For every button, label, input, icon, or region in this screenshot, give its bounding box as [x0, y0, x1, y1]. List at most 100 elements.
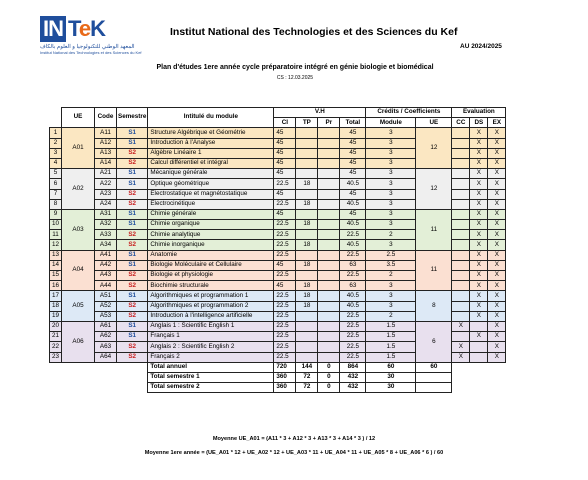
ci-cell: 22.5 — [273, 229, 297, 241]
cc-cell — [451, 249, 471, 261]
semestre-cell: S1 — [115, 290, 149, 302]
pr-cell — [317, 178, 341, 190]
row-number: 20 — [49, 320, 62, 333]
pr-cell — [317, 157, 341, 170]
module-title-cell: Algèbre Linéaire 1 — [147, 147, 275, 159]
semestre-cell: S2 — [115, 351, 149, 363]
pr-cell — [317, 259, 341, 272]
table-row: 1 A01 A11 S1 Structure Algébrique et Géométr… — [49, 127, 507, 170]
ue-credit-cell: 12 — [415, 168, 453, 210]
tp-cell: 18 — [295, 290, 319, 302]
blank-cell — [49, 382, 148, 393]
ds-cell: X — [469, 198, 489, 210]
ex-cell: X — [487, 341, 507, 353]
ds-cell: X — [469, 229, 489, 241]
ci-cell: 22.5 — [273, 239, 297, 251]
cc-cell — [451, 269, 471, 282]
total-cell: 45 — [339, 157, 367, 170]
tp-cell: 18 — [295, 239, 319, 251]
total-cell: 40.5 — [339, 219, 367, 231]
cs-date: CS : 12.03.2025 — [276, 75, 314, 81]
ci-cell: 45 — [273, 168, 297, 180]
module-title-cell: Biologie Moléculaire et Cellulaire — [147, 259, 275, 272]
header-row-1: UE Code Semestre Intitulé du module V.H … — [49, 106, 507, 129]
ds-cell: X — [469, 331, 489, 343]
row-number: 13 — [49, 249, 62, 261]
total-total: 432 — [339, 371, 367, 384]
code-cell: A34 — [94, 239, 117, 251]
total-cell: 22.5 — [339, 249, 367, 261]
module-title-cell: Introduction à l'intelligence artificiel… — [147, 310, 275, 322]
tp-cell — [295, 351, 319, 363]
row-number: 23 — [49, 351, 62, 363]
code-cell: A24 — [94, 198, 117, 210]
ci-cell: 45 — [273, 188, 297, 200]
semestre-cell: S2 — [115, 310, 149, 322]
tp-cell — [295, 320, 319, 333]
code-cell: A53 — [94, 310, 117, 322]
module-credit-cell: 3 — [365, 290, 417, 302]
table-row: 8 A24 S2 Electrocinétique 22.5 18 40.5 3 X X — [49, 198, 507, 210]
ex-cell: X — [487, 331, 507, 343]
module-title-cell: Français 2 — [147, 351, 275, 363]
cc-cell — [451, 147, 471, 159]
study-plan-table: UE Code Semestre Intitulé du module V.H … — [49, 106, 507, 394]
pr-cell — [317, 127, 341, 139]
ci-cell: 22.5 — [273, 351, 297, 363]
module-credit-cell: 3 — [365, 239, 417, 251]
module-credit-cell: 3 — [365, 188, 417, 200]
semestre-cell: S2 — [115, 280, 149, 292]
semestre-cell: S1 — [115, 178, 149, 190]
tp-cell — [295, 331, 319, 343]
cc-cell — [451, 280, 471, 292]
semestre-cell: S2 — [115, 269, 149, 282]
pr-cell — [317, 137, 341, 149]
totals-row: Total semestre 2 360 72 0 432 30 — [49, 382, 506, 394]
blank-cell — [451, 362, 506, 373]
col-module: Module — [365, 117, 417, 129]
ci-cell: 45 — [273, 147, 297, 159]
cc-cell — [451, 178, 471, 190]
row-number: 19 — [49, 310, 62, 322]
semestre-cell: S2 — [115, 147, 149, 159]
module-credit-cell: 3 — [365, 208, 417, 221]
module-title-cell: Electrocinétique — [147, 198, 275, 210]
ue-cell: A03 — [61, 208, 95, 251]
col-ds: DS — [469, 117, 489, 129]
ex-cell: X — [487, 188, 507, 200]
semestre-cell: S1 — [115, 259, 149, 272]
module-title-cell: Chimie inorganique — [147, 239, 275, 251]
total-ci: 360 — [273, 371, 297, 384]
pr-cell — [317, 229, 341, 241]
code-cell: A11 — [94, 127, 117, 139]
col-semestre: Semestre — [115, 106, 149, 129]
total-cell: 40.5 — [339, 198, 367, 210]
total-module: 60 — [365, 361, 417, 373]
module-title-cell: Mécanique générale — [147, 168, 275, 180]
ds-cell — [469, 351, 489, 363]
code-cell: A63 — [94, 341, 117, 353]
pr-cell — [317, 249, 341, 261]
code-cell: A42 — [94, 259, 117, 272]
total-ue — [415, 382, 453, 394]
tp-cell — [295, 310, 319, 322]
col-code: Code — [94, 106, 117, 129]
code-cell: A31 — [94, 208, 117, 221]
total-ue — [415, 371, 453, 384]
semestre-cell: S1 — [115, 219, 149, 231]
module-title-cell: Optique géométrique — [147, 178, 275, 190]
ci-cell: 22.5 — [273, 341, 297, 353]
total-cell: 40.5 — [339, 178, 367, 190]
module-title-cell: Chimie générale — [147, 208, 275, 221]
cc-cell — [451, 259, 471, 272]
ex-cell: X — [487, 249, 507, 261]
module-credit-cell: 1.5 — [365, 341, 417, 353]
total-cell: 22.5 — [339, 341, 367, 353]
cc-cell — [451, 208, 471, 221]
ci-cell: 45 — [273, 127, 297, 139]
ex-cell: X — [487, 168, 507, 180]
pr-cell — [317, 188, 341, 200]
total-ci: 720 — [273, 361, 297, 373]
cc-cell — [451, 127, 471, 139]
row-number: 2 — [49, 137, 62, 149]
